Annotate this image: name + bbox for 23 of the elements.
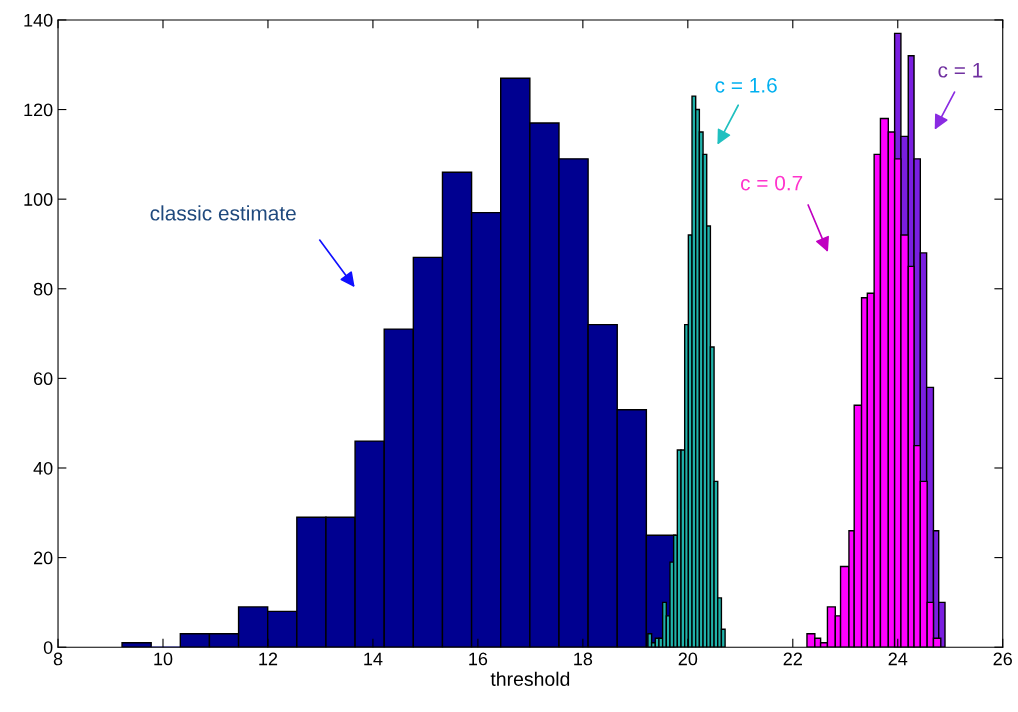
x-tick-label: 12 — [259, 652, 278, 666]
x-tick-label: 18 — [574, 652, 593, 666]
y-tick-label: 140 — [24, 13, 53, 27]
y-tick-label: 40 — [33, 461, 53, 475]
y-tick-label: 100 — [24, 193, 53, 206]
y-tick-label: 60 — [34, 372, 53, 386]
y-tick-label: 20 — [33, 551, 53, 565]
x-tick-label: 10 — [154, 652, 173, 666]
x-tick-label: 16 — [469, 652, 488, 666]
x-tick-label: 20 — [678, 652, 698, 666]
annotation: classic estimate — [150, 205, 296, 221]
annotation: c = 1 — [938, 63, 983, 78]
x-tick-label: 22 — [783, 652, 802, 666]
x-axis-title: threshold — [490, 671, 570, 686]
annotation: c = 1.6 — [715, 77, 777, 93]
annotation: c = 0.7 — [740, 175, 803, 191]
y-tick-label: 120 — [24, 103, 53, 117]
y-tick-label: 0 — [43, 641, 53, 654]
y-tick-label: 80 — [33, 282, 53, 296]
x-tick-label: 8 — [53, 652, 63, 666]
x-tick-label: 14 — [364, 652, 383, 666]
x-tick-label: 24 — [888, 652, 908, 666]
x-tick-label: 26 — [993, 652, 1012, 666]
